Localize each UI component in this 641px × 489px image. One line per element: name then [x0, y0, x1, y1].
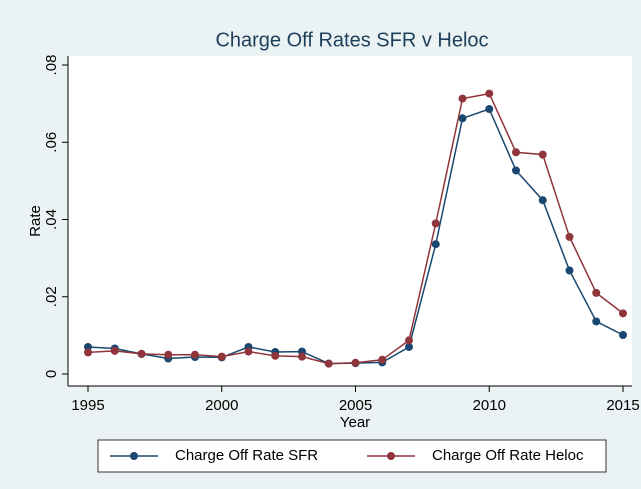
- legend-marker: [130, 452, 138, 460]
- point: [351, 358, 360, 367]
- x-tick-label: 2015: [606, 397, 639, 414]
- chart-title: Charge Off Rates SFR v Heloc: [215, 29, 488, 51]
- point: [217, 352, 226, 361]
- point: [298, 352, 306, 361]
- x-axis-label: Year: [340, 414, 370, 431]
- point: [458, 114, 467, 123]
- point: [592, 288, 601, 297]
- point: [431, 240, 440, 249]
- x-tick-label: 2010: [473, 397, 506, 414]
- point: [431, 219, 440, 228]
- y-tick-label: .06: [43, 132, 60, 153]
- y-axis-label: Rate: [27, 205, 44, 237]
- point: [405, 342, 413, 351]
- x-tick-label: 2005: [339, 397, 372, 414]
- y-tick-label: .08: [43, 55, 60, 76]
- point: [592, 317, 601, 326]
- point: [619, 309, 627, 318]
- point: [378, 355, 387, 364]
- legend-marker: [387, 452, 395, 460]
- point: [405, 336, 413, 345]
- point: [191, 350, 199, 359]
- point: [619, 330, 627, 339]
- point: [565, 266, 574, 275]
- legend: [97, 439, 607, 473]
- legend-label: Charge Off Rate Heloc: [432, 447, 584, 464]
- y-tick-label: 0: [43, 370, 60, 378]
- point: [84, 348, 92, 357]
- plot-area: [68, 56, 632, 386]
- point: [485, 105, 494, 114]
- point: [565, 232, 574, 241]
- point: [164, 350, 173, 359]
- x-tick-label: 2000: [205, 397, 238, 414]
- point: [538, 150, 547, 159]
- point: [512, 148, 520, 157]
- point: [458, 94, 467, 103]
- point: [512, 166, 520, 175]
- point: [110, 346, 119, 355]
- y-tick-label: .02: [43, 286, 60, 307]
- point: [485, 89, 494, 98]
- point: [271, 351, 280, 360]
- legend-label: Charge Off Rate SFR: [175, 447, 318, 464]
- x-tick-label: 1995: [71, 397, 104, 414]
- point: [324, 359, 333, 368]
- point: [137, 349, 146, 358]
- point: [244, 347, 253, 356]
- y-tick-label: .04: [43, 209, 60, 230]
- point: [538, 196, 547, 205]
